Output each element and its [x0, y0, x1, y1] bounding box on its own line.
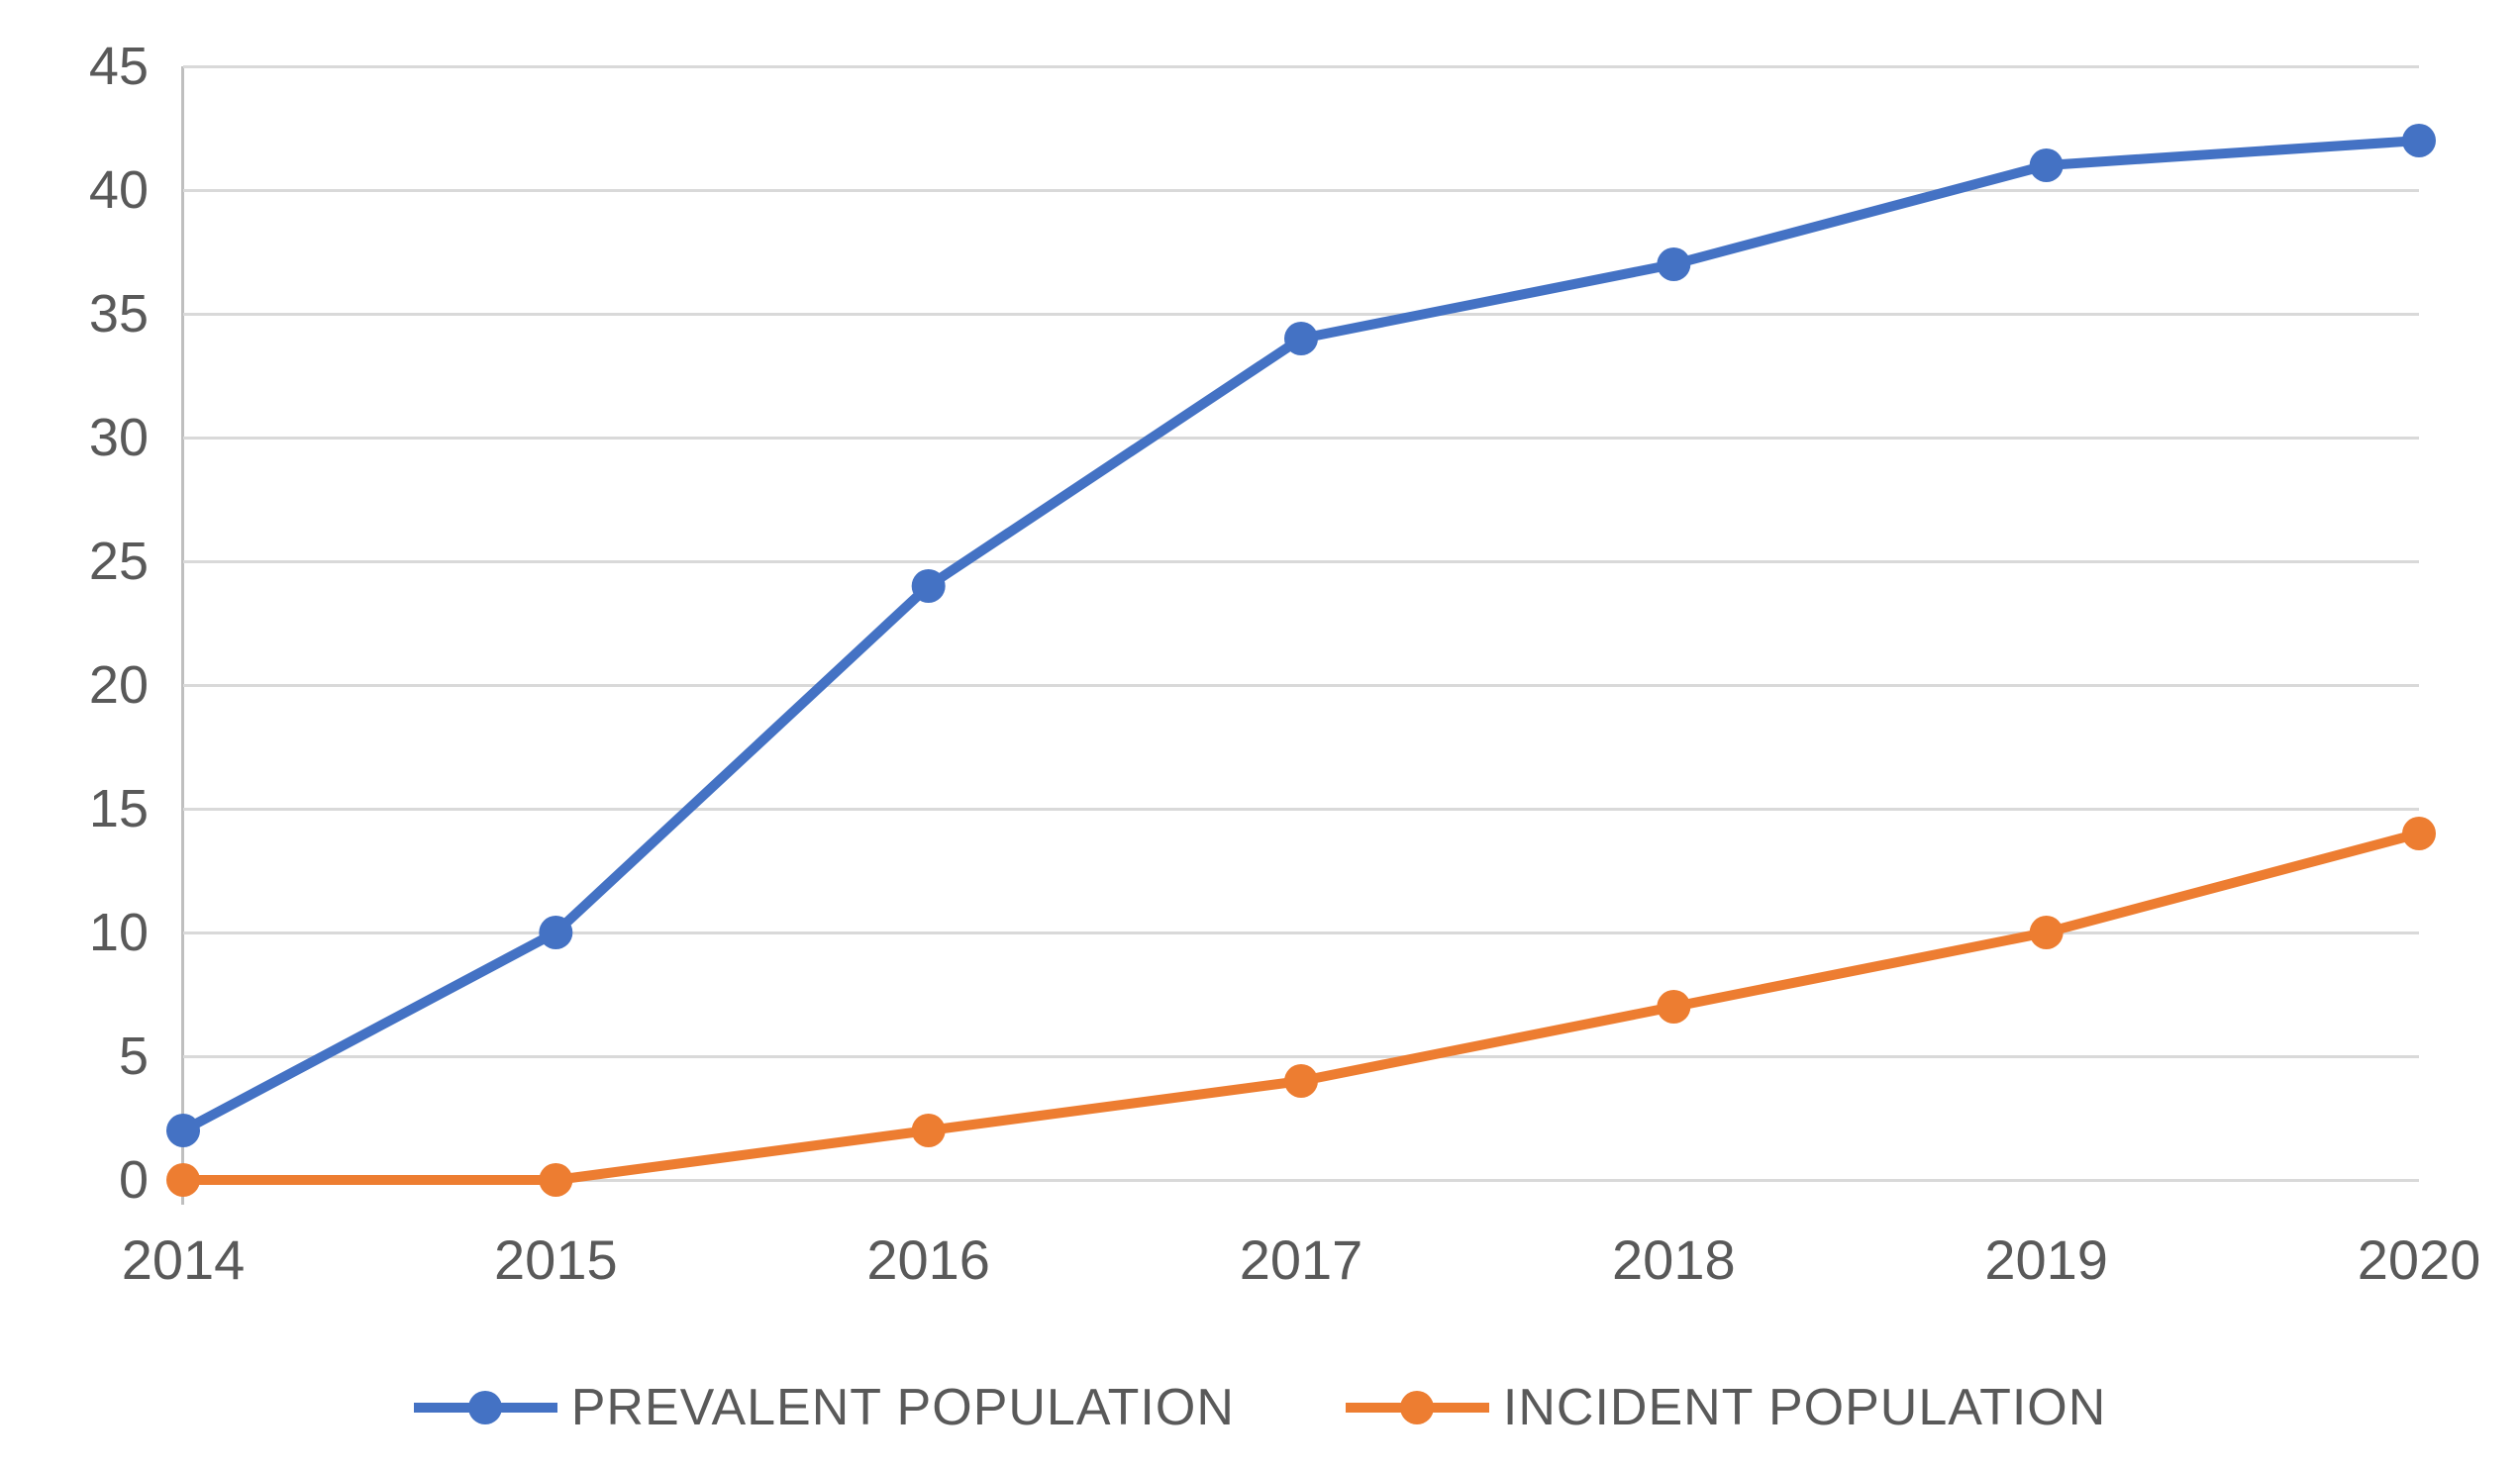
gridline-5 — [183, 1054, 2419, 1058]
data-point-incident-population-2016 — [911, 1114, 946, 1147]
gridline-40 — [183, 188, 2419, 192]
legend-marker-icon-prevalent-population — [413, 1391, 557, 1424]
gridline-15 — [183, 807, 2419, 811]
legend-marker-icon-incident-population — [1345, 1391, 1489, 1424]
data-point-incident-population-2018 — [1657, 990, 1691, 1024]
data-point-prevalent-population-2018 — [1657, 247, 1691, 281]
y-tick-label-40: 40 — [88, 160, 149, 220]
data-point-incident-population-2019 — [2029, 916, 2064, 949]
gridline-10 — [183, 931, 2419, 934]
x-tick-label-2016: 2016 — [866, 1228, 990, 1291]
y-tick-label-35: 35 — [88, 284, 149, 343]
data-point-prevalent-population-2017 — [1284, 322, 1318, 355]
y-tick-label-10: 10 — [88, 903, 149, 962]
legend-item-prevalent-population: PREVALENT POPULATION — [413, 1378, 1235, 1437]
data-point-incident-population-2014 — [166, 1163, 200, 1197]
y-tick-label-15: 15 — [88, 779, 149, 838]
x-tick-label-2017: 2017 — [1239, 1228, 1363, 1291]
x-tick-label-2015: 2015 — [494, 1228, 618, 1291]
series-canvas — [166, 124, 2436, 1197]
gridline-45 — [183, 64, 2419, 68]
y-tick-label-0: 0 — [118, 1150, 149, 1210]
x-tick-label-2014: 2014 — [121, 1228, 246, 1291]
y-tick-label-25: 25 — [88, 532, 149, 591]
data-point-prevalent-population-2015 — [539, 916, 573, 949]
legend-item-incident-population: INCIDENT POPULATION — [1345, 1378, 2107, 1437]
y-tick-label-20: 20 — [88, 655, 149, 715]
x-tick-label-2020: 2020 — [2357, 1228, 2481, 1291]
data-point-prevalent-population-2020 — [2402, 124, 2436, 157]
data-point-incident-population-2017 — [1284, 1064, 1318, 1098]
x-tick-label-2018: 2018 — [1612, 1228, 1736, 1291]
y-tick-label-5: 5 — [118, 1027, 149, 1086]
legend: PREVALENT POPULATION INCIDENT POPULATION — [0, 1378, 2520, 1437]
gridline-0 — [183, 1178, 2419, 1182]
y-tick-label-45: 45 — [88, 37, 149, 96]
gridline-25 — [183, 559, 2419, 563]
legend-label-incident-population: INCIDENT POPULATION — [1502, 1379, 2107, 1436]
gridline-20 — [183, 683, 2419, 687]
x-tick-label-2019: 2019 — [1984, 1228, 2108, 1291]
y-tick-label-30: 30 — [88, 408, 149, 467]
plot-area — [166, 64, 2436, 1197]
gridline-30 — [183, 436, 2419, 440]
legend-label-prevalent-population: PREVALENT POPULATION — [570, 1379, 1235, 1436]
data-point-incident-population-2015 — [539, 1163, 573, 1197]
data-point-prevalent-population-2019 — [2029, 148, 2064, 182]
data-point-prevalent-population-2014 — [166, 1114, 200, 1147]
series-line-incident-population — [178, 829, 2424, 1185]
y-axis-line — [181, 66, 184, 1205]
series-line-prevalent-population — [178, 136, 2424, 1135]
data-point-incident-population-2020 — [2402, 817, 2436, 850]
gridline-35 — [183, 312, 2419, 316]
data-point-prevalent-population-2016 — [911, 569, 946, 603]
